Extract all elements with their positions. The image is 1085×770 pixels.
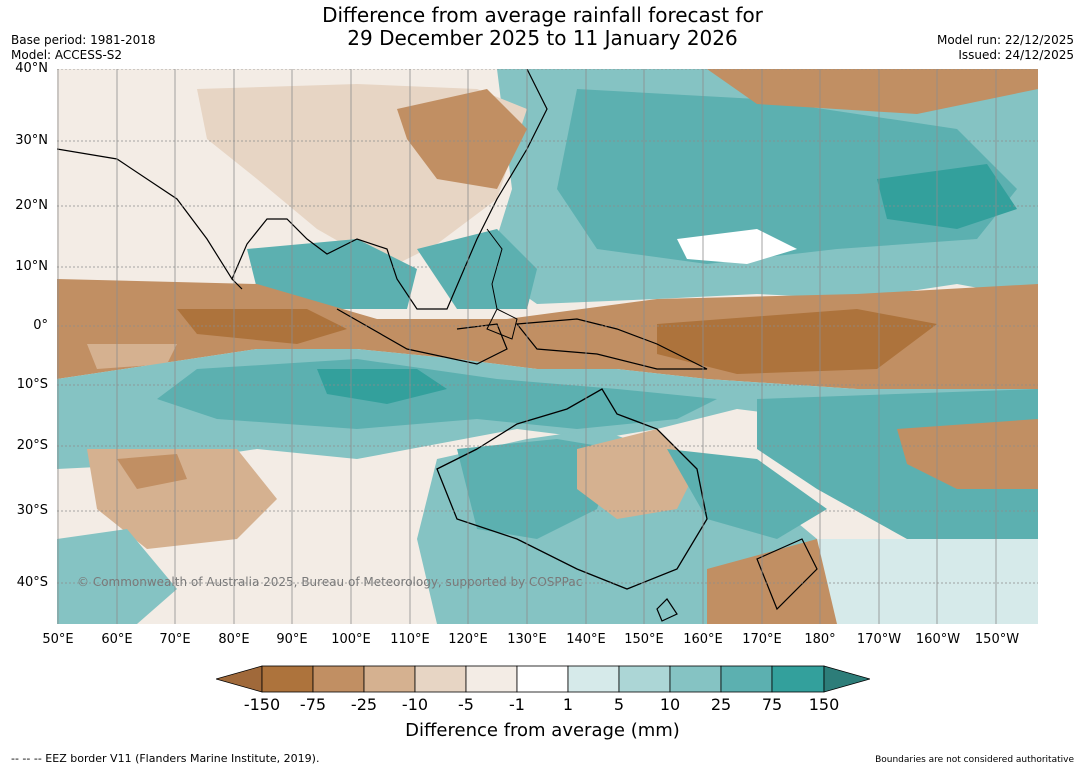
colorbar-swatch <box>567 665 620 693</box>
lat-label-30s: 30°S <box>16 503 48 518</box>
colorbar-tick: -150 <box>243 695 281 714</box>
colorbar-tick: -1 <box>509 695 525 714</box>
lon-label: 150°W <box>974 632 1020 647</box>
lon-label: 160°E <box>683 632 723 647</box>
eez-note: -- -- -- EEZ border V11 (Flanders Marine… <box>11 752 320 765</box>
lon-label: 80°E <box>218 632 250 647</box>
lon-label: 60°E <box>101 632 133 647</box>
lon-label: 110°E <box>390 632 430 647</box>
lat-label-10s: 10°S <box>16 377 48 392</box>
colorbar-tick: 25 <box>710 695 732 714</box>
colorbar-tick: -10 <box>401 695 429 714</box>
colorbar-tick: -75 <box>299 695 327 714</box>
colorbar-tick: 150 <box>808 695 840 714</box>
lon-label: 170°E <box>742 632 782 647</box>
map-title: Difference from average rainfall forecas… <box>0 4 1085 50</box>
lon-label: 100°E <box>331 632 371 647</box>
colorbar-tick: 1 <box>562 695 574 714</box>
lon-label: 140°E <box>566 632 606 647</box>
colorbar-tick: -5 <box>458 695 474 714</box>
lon-label: 170°W <box>856 632 902 647</box>
colorbar-swatch <box>669 665 722 693</box>
lon-label: 90°E <box>276 632 308 647</box>
model-name: Model: ACCESS-S2 <box>11 48 123 62</box>
lat-label-40n: 40°N <box>15 61 48 76</box>
colorbar-swatch <box>618 665 671 693</box>
rainfall-map <box>57 69 1038 624</box>
lon-label: 160°W <box>915 632 961 647</box>
colorbar-tick: -25 <box>350 695 378 714</box>
lon-label: 180° <box>804 632 836 647</box>
colorbar-label: Difference from average (mm) <box>405 720 680 741</box>
model-run: Model run: 22/12/2025 <box>936 33 1074 47</box>
lon-label: 130°E <box>507 632 547 647</box>
colorbar-swatch <box>516 665 569 693</box>
colorbar-swatch <box>771 665 825 693</box>
colorbar-tick: 10 <box>659 695 681 714</box>
lon-label: 50°E <box>42 632 74 647</box>
copyright-text: © Commonwealth of Australia 2025, Bureau… <box>77 575 583 589</box>
lat-label-20n: 20°N <box>15 198 48 213</box>
lat-label-10n: 10°N <box>15 259 48 274</box>
colorbar-swatch <box>312 665 365 693</box>
colorbar <box>216 665 870 693</box>
base-period: Base period: 1981-2018 <box>11 33 156 47</box>
colorbar-swatch-over <box>823 665 870 693</box>
meta-right: Model run: 22/12/2025 Issued: 24/12/2025 <box>937 33 1074 63</box>
colorbar-swatch-under <box>216 665 263 693</box>
lon-label: 150°E <box>624 632 664 647</box>
issued-date: Issued: 24/12/2025 <box>958 48 1074 62</box>
colorbar-swatch <box>465 665 518 693</box>
colorbar-tick: 5 <box>613 695 625 714</box>
lat-label-0: 0° <box>33 318 48 333</box>
colorbar-swatch <box>363 665 416 693</box>
colorbar-swatch <box>261 665 314 693</box>
colorbar-tick: 75 <box>761 695 783 714</box>
lat-label-20s: 20°S <box>16 438 48 453</box>
title-line-1: Difference from average rainfall forecas… <box>322 3 763 27</box>
colorbar-swatch <box>414 665 467 693</box>
meta-left: Base period: 1981-2018 Model: ACCESS-S2 <box>11 33 156 63</box>
lat-label-40s: 40°S <box>16 575 48 590</box>
title-line-2: 29 December 2025 to 11 January 2026 <box>347 26 738 50</box>
lon-label: 70°E <box>159 632 191 647</box>
colorbar-swatch <box>720 665 773 693</box>
boundary-note: Boundaries are not considered authoritat… <box>875 755 1074 765</box>
lat-label-30n: 30°N <box>15 133 48 148</box>
lon-label: 120°E <box>448 632 488 647</box>
